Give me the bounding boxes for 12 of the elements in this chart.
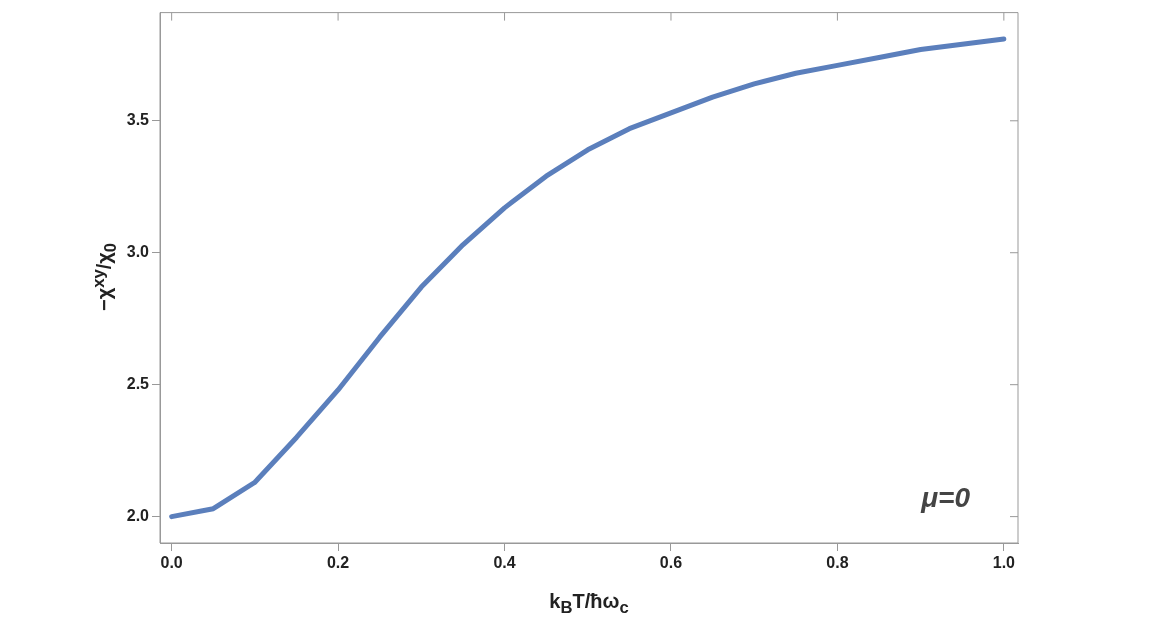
annotation: μ=0	[920, 481, 971, 513]
y-tick-label: 2.5	[126, 375, 150, 393]
x-tick-label: 1.0	[992, 554, 1016, 572]
x-tick-label: 0.2	[326, 554, 350, 572]
x-axis-title: k$_{B}$T/ħω$_{c}$	[549, 590, 629, 618]
x-tick-label: 0.6	[659, 554, 683, 572]
x-tick-label: 0.0	[160, 554, 183, 572]
x-tick-label: 0.8	[826, 554, 849, 572]
y-tick-label: 2.0	[126, 507, 150, 525]
y-tick-label: 3.0	[126, 243, 150, 261]
y-tick-label: 3.5	[126, 111, 150, 129]
x-tick-label: 0.4	[493, 554, 516, 572]
